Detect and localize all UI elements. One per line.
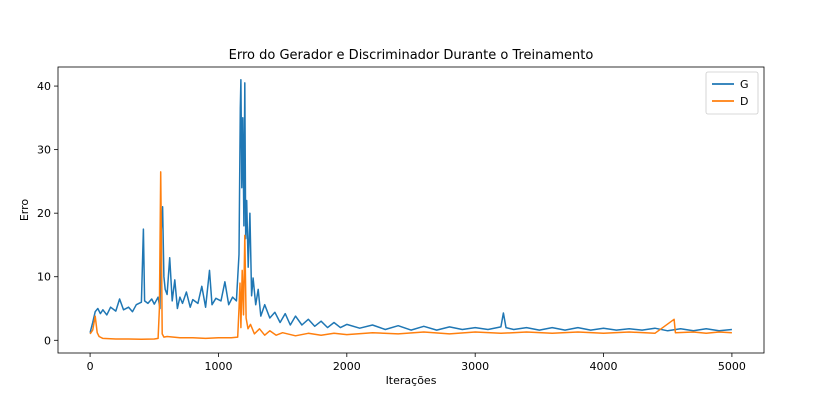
series-line-d: [89, 171, 732, 341]
legend: GD: [705, 71, 759, 115]
legend-label-g: G: [740, 78, 749, 91]
x-axis-label: Iterações: [386, 374, 437, 387]
x-tick-label: 1000: [204, 360, 232, 373]
chart-title: Erro do Gerador e Discriminador Durante …: [229, 48, 594, 63]
x-tick-label: 4000: [590, 360, 618, 373]
y-tick-label: 0: [44, 334, 51, 347]
x-tick-label: 5000: [718, 360, 746, 373]
y-axis-label: Erro: [18, 199, 31, 222]
y-tick-label: 40: [37, 80, 51, 93]
y-tick-label: 10: [37, 271, 51, 284]
x-axis: 0 1000 2000 3000 4000 5000: [87, 353, 746, 373]
series-line-g: [89, 78, 732, 333]
legend-label-d: D: [740, 95, 748, 108]
y-tick-label: 30: [37, 144, 51, 157]
y-tick-label: 20: [37, 207, 51, 220]
x-tick-label: 3000: [461, 360, 489, 373]
axes-frame: [57, 66, 765, 354]
legend-box: [705, 71, 759, 115]
x-tick-label: 2000: [333, 360, 361, 373]
plot-area: [89, 78, 732, 341]
x-tick-label: 0: [87, 360, 94, 373]
y-axis: 0 10 20 30 40: [37, 80, 58, 347]
